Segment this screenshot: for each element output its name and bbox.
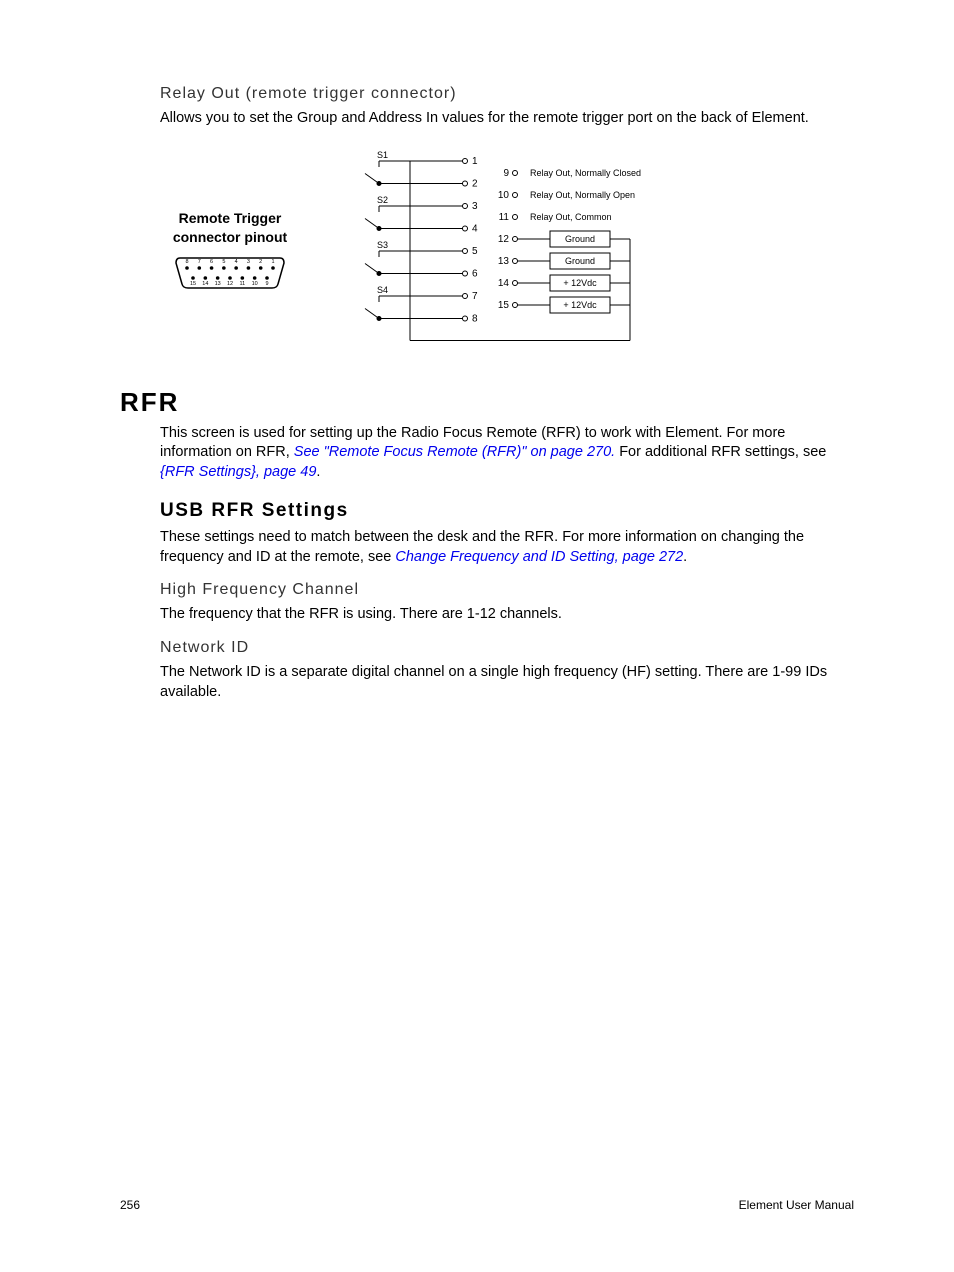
svg-text:Ground: Ground <box>565 256 595 266</box>
svg-text:14: 14 <box>202 281 208 287</box>
svg-text:3: 3 <box>472 201 478 212</box>
svg-text:7: 7 <box>472 291 478 302</box>
relay-out-body: Allows you to set the Group and Address … <box>160 109 854 129</box>
hfc-body: The frequency that the RFR is using. The… <box>160 605 854 625</box>
svg-text:8: 8 <box>185 259 188 265</box>
svg-text:12: 12 <box>498 234 510 245</box>
svg-text:6: 6 <box>472 268 478 279</box>
nid-heading: Network ID <box>160 639 854 657</box>
svg-text:8: 8 <box>472 313 478 324</box>
svg-text:Relay Out, Normally Open: Relay Out, Normally Open <box>530 190 635 200</box>
nid-body: The Network ID is a separate digital cha… <box>160 663 854 702</box>
hfc-heading: High Frequency Channel <box>160 581 854 599</box>
svg-text:S2: S2 <box>377 195 388 205</box>
rfr-link-1[interactable]: See "Remote Focus Remote (RFR)" on page … <box>294 444 615 460</box>
svg-text:9: 9 <box>503 168 509 179</box>
svg-text:+ 12Vdc: + 12Vdc <box>563 278 597 288</box>
svg-text:1: 1 <box>472 156 478 167</box>
pinout-title-line2: connector pinout <box>173 229 287 245</box>
usb-rfr-heading: USB RFR Settings <box>160 500 854 522</box>
usb-link[interactable]: Change Frequency and ID Setting, page 27… <box>395 549 683 565</box>
page-number: 256 <box>120 1198 140 1212</box>
rfr-heading: RFR <box>120 387 854 418</box>
svg-text:11: 11 <box>499 212 510 223</box>
svg-text:S4: S4 <box>377 285 388 295</box>
svg-text:12: 12 <box>227 281 233 287</box>
usb-body-post: . <box>683 549 687 565</box>
svg-text:Relay Out, Common: Relay Out, Common <box>530 212 612 222</box>
svg-text:15: 15 <box>498 300 510 311</box>
rfr-link-2[interactable]: {RFR Settings}, page 49 <box>160 464 316 480</box>
usb-rfr-body: These settings need to match between the… <box>160 528 854 567</box>
rfr-intro-mid: For additional RFR settings, see <box>619 444 826 460</box>
svg-text:+ 12Vdc: + 12Vdc <box>563 300 597 310</box>
svg-text:5: 5 <box>472 246 478 257</box>
rfr-intro: This screen is used for setting up the R… <box>160 424 854 483</box>
svg-text:2: 2 <box>472 178 478 189</box>
pinout-title: Remote Trigger connector pinout <box>160 209 300 245</box>
svg-text:10: 10 <box>252 281 258 287</box>
svg-text:S1: S1 <box>377 150 388 160</box>
svg-text:3: 3 <box>247 259 250 265</box>
svg-text:15: 15 <box>190 281 196 287</box>
svg-text:7: 7 <box>198 259 201 265</box>
pinout-title-line1: Remote Trigger <box>179 210 282 226</box>
svg-text:14: 14 <box>498 278 510 289</box>
svg-text:S3: S3 <box>377 240 388 250</box>
schematic-diagram: 12345678S1S2S3S49Relay Out, Normally Clo… <box>330 143 730 363</box>
svg-text:10: 10 <box>498 190 510 201</box>
svg-text:Ground: Ground <box>565 234 595 244</box>
svg-text:6: 6 <box>210 259 213 265</box>
svg-text:4: 4 <box>472 223 478 234</box>
svg-text:4: 4 <box>235 259 238 265</box>
rfr-intro-post: . <box>316 464 320 480</box>
svg-text:1: 1 <box>271 259 274 265</box>
svg-text:13: 13 <box>498 256 510 267</box>
pinout-diagram: Remote Trigger connector pinout 8 7 6 5 4 3 2 1… <box>160 143 854 363</box>
relay-out-heading: Relay Out (remote trigger connector) <box>160 85 854 103</box>
svg-text:11: 11 <box>239 281 245 287</box>
svg-text:Relay Out, Normally Closed: Relay Out, Normally Closed <box>530 168 641 178</box>
connector-icon: 8 7 6 5 4 3 2 1 15 14 13 12 11 10 9 <box>160 246 300 296</box>
svg-text:5: 5 <box>222 259 225 265</box>
manual-title: Element User Manual <box>739 1198 854 1212</box>
svg-text:9: 9 <box>265 281 268 287</box>
svg-text:2: 2 <box>259 259 262 265</box>
svg-text:13: 13 <box>215 281 221 287</box>
